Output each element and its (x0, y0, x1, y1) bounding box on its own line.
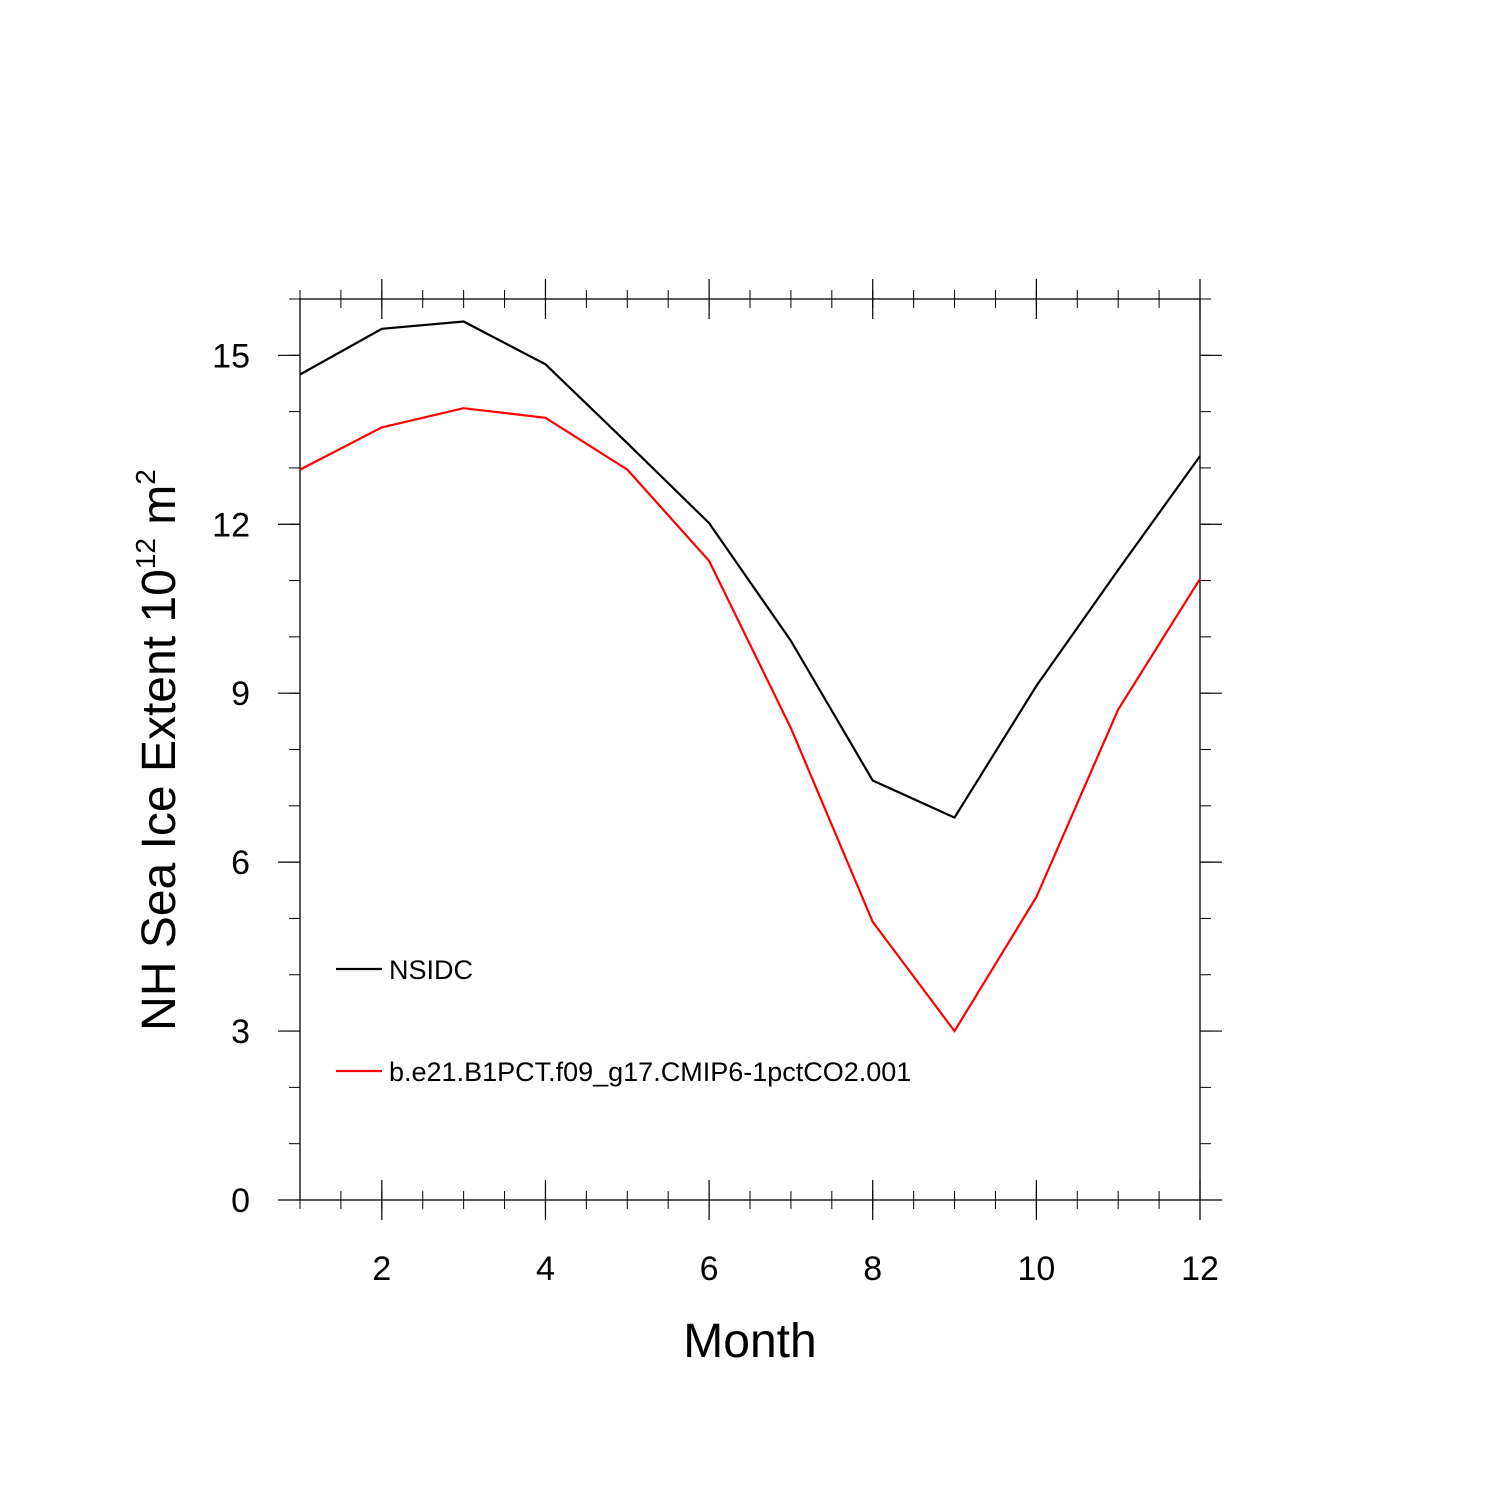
x-tick-label: 2 (372, 1250, 391, 1288)
x-tick-label: 8 (863, 1250, 882, 1288)
y-axis-title-exponent: 12 (130, 538, 161, 569)
y-axis-title-unit: m (133, 485, 186, 538)
x-tick-label: 12 (1181, 1250, 1219, 1288)
x-axis-title: Month (683, 1315, 816, 1368)
y-axis-title: NH Sea Ice Extent 1012 m2 (130, 469, 186, 1031)
series-line-1 (299, 320, 1201, 820)
y-tick-label: 15 (212, 337, 250, 375)
legend-label-2: b.e21.B1PCT.f09_g17.CMIP6-1pctCO2.001 (389, 1057, 911, 1087)
y-axis-title-unit-exponent: 2 (130, 469, 161, 485)
y-tick-label: 9 (231, 675, 250, 713)
y-axis-title-main: NH Sea Ice Extent 10 (133, 569, 186, 1031)
y-tick-label: 12 (212, 506, 250, 544)
x-tick-label: 10 (1017, 1250, 1055, 1288)
legend: NSIDC b.e21.B1PCT.f09_g17.CMIP6-1pctCO2.0… (336, 955, 911, 1087)
series-layer (299, 320, 1201, 1034)
y-tick-label: 3 (231, 1013, 250, 1051)
y-tick-label: 0 (231, 1182, 250, 1220)
y-tick-labels: 0 3 6 9 12 15 (212, 337, 250, 1220)
plot-frame (299, 298, 1201, 1201)
y-tick-label: 6 (231, 844, 250, 882)
series-line-2 (299, 407, 1201, 1034)
x-tick-label: 6 (700, 1250, 719, 1288)
x-tick-labels: 2 4 6 8 10 12 (372, 1250, 1219, 1288)
legend-label-1: NSIDC (389, 955, 473, 985)
x-tick-label: 4 (536, 1250, 555, 1288)
